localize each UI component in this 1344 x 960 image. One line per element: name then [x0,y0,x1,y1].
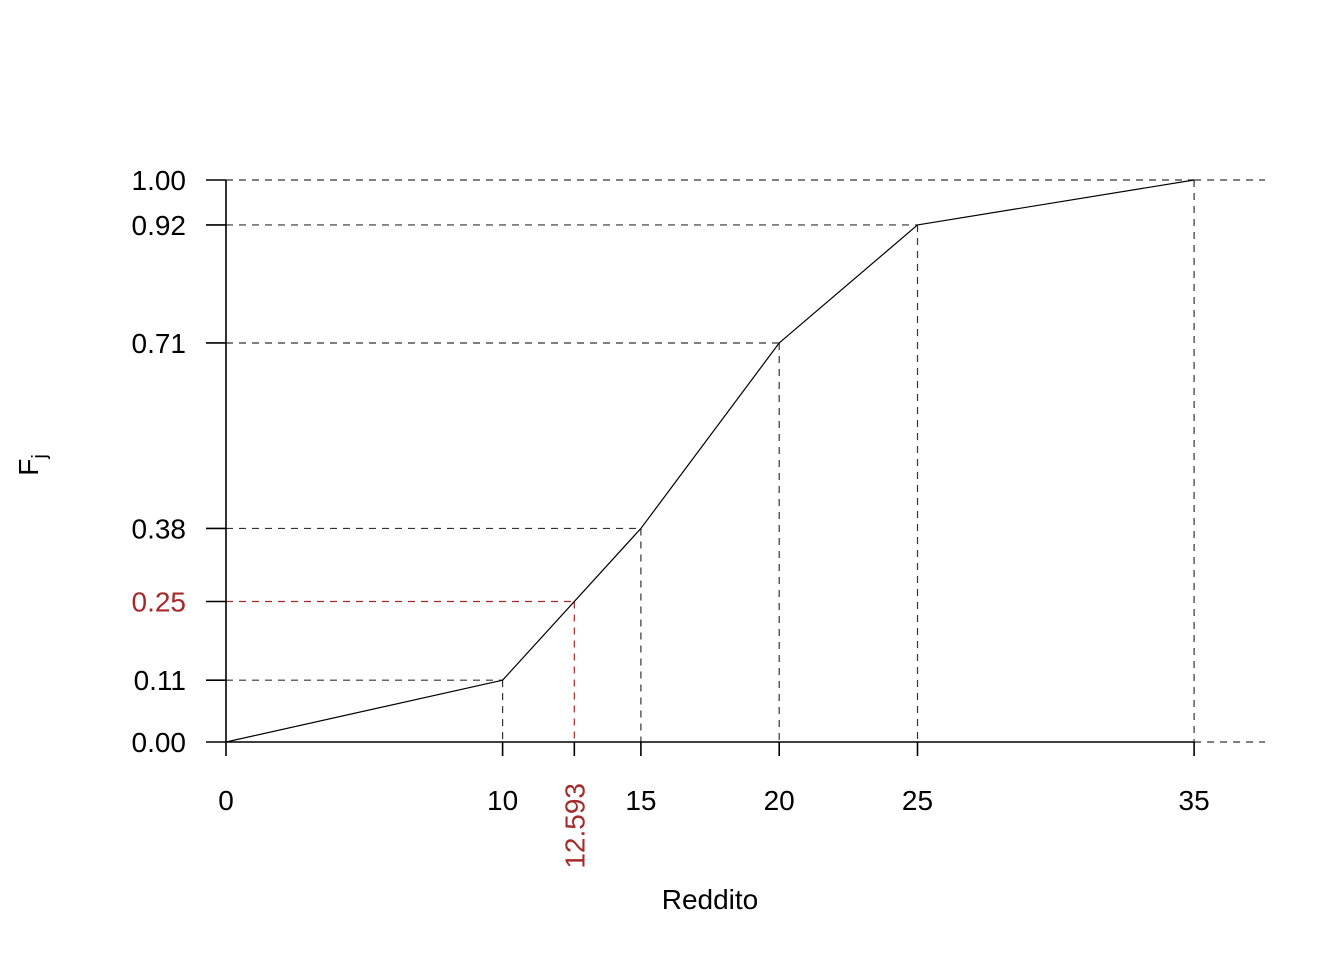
ogive-segment [917,179,1195,226]
axes [206,179,1195,756]
y-tick-label: 1.00 [132,165,187,196]
tick-labels: 0 10 15 20 25 35 12.593 0.00 0.11 0.38 0.71 0.92 1.0… [132,165,1210,869]
x-tick-label: 0 [218,785,234,816]
highlight-y-tick-label: 0.25 [132,587,187,618]
x-tick-label: 20 [764,785,795,816]
y-axis-title: Fj [13,454,51,476]
y-tick-label: 0.38 [132,513,187,544]
y-axis-title-sub: j [29,454,51,459]
ogive-segment [640,342,780,529]
x-tick-label: 35 [1179,785,1210,816]
y-tick-label: 0.11 [134,665,186,696]
x-axis-title: Reddito [662,884,759,915]
y-tick-label: 0.92 [132,210,187,241]
y-tick-label: 0.00 [132,727,187,758]
x-tick-label: 10 [487,785,518,816]
highlight-x-tick-label: 12.593 [559,783,590,869]
series [225,179,1195,743]
y-tick-label: 0.71 [132,328,187,359]
ogive-segment [225,679,503,743]
guide-lines [226,179,1265,743]
ogive-segment [502,528,642,681]
ogive-segment [778,224,918,344]
x-tick-label: 15 [625,785,656,816]
x-tick-label: 25 [902,785,933,816]
y-axis-title-main: F [13,459,44,476]
